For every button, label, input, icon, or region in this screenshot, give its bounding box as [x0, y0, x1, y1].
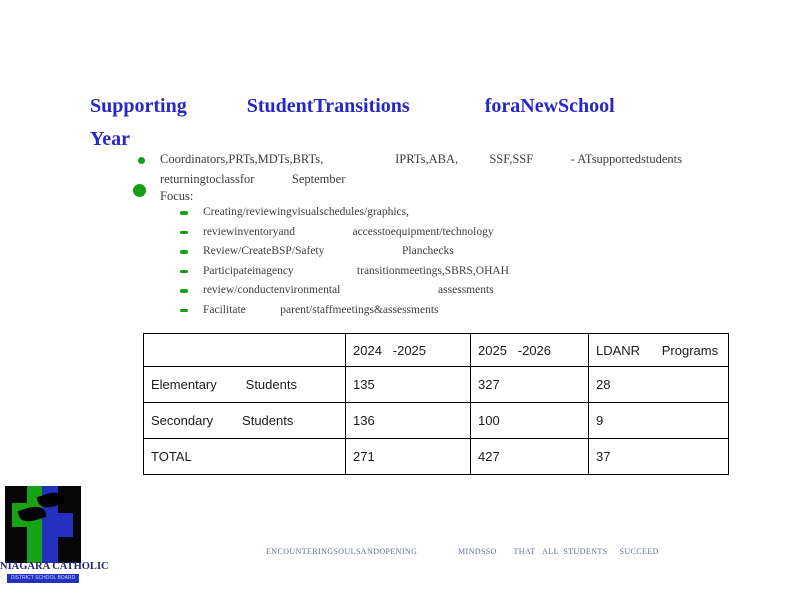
bullet-icon [133, 184, 146, 197]
sub-bullet-item: reviewinventoryand accesstoequipment/tec… [180, 226, 509, 246]
table-cell: 327 [470, 366, 589, 403]
table-cell: 135 [345, 366, 471, 403]
sub-bullet-text: Facilitate parent/staffmeetings&assessme… [203, 303, 439, 316]
sub-bullet-item: Facilitate parent/staffmeetings&assessme… [180, 304, 509, 324]
sub-bullet-text: Participateinagency transitionmeetings,S… [203, 264, 509, 277]
sub-bullet-text: review/conductenvironmental assessments [203, 284, 494, 297]
table-cell: 136 [345, 402, 471, 439]
table-cell: 427 [470, 438, 589, 475]
sub-bullet-item: review/conductenvironmental assessments [180, 284, 509, 304]
sub-bullet-item: Review/CreateBSP/Safety Planchecks [180, 245, 509, 265]
cross-blue-arm [58, 513, 73, 537]
dash-icon [180, 308, 188, 313]
footer-motto: ENCOUNTERINGSOULSANDOPENING MINDSSO THAT… [266, 547, 659, 556]
table-cell: 271 [345, 438, 471, 475]
bullet-icon [138, 157, 145, 164]
sub-bullet-text: Creating/reviewingvisualschedules/graphi… [203, 206, 409, 218]
dash-icon [180, 250, 188, 254]
table-cell: 9 [588, 402, 729, 439]
table-row: Secondary Students 136 100 9 [143, 402, 729, 439]
dash-icon [180, 211, 188, 215]
bullet-item-coordinators: Coordinators,PRTs,MDTs,BRTs, IPRTs,ABA, … [160, 152, 682, 186]
table-header-cell: 2025 -2026 [470, 333, 589, 367]
table-header-cell: 2024 -2025 [345, 333, 471, 367]
dash-icon [180, 289, 188, 293]
data-table: 2024 -2025 2025 -2026 LDANR Programs Ele… [143, 333, 729, 475]
sub-bullet-list: Creating/reviewingvisualschedules/graphi… [180, 206, 509, 324]
table-header-cell: LDANR Programs [588, 333, 729, 367]
sub-bullet-item: Creating/reviewingvisualschedules/graphi… [180, 206, 509, 226]
cross-icon [5, 486, 81, 563]
logo-board-text: DISTRICT SCHOOL BOARD [7, 574, 79, 583]
sub-bullet-text: reviewinventoryand accesstoequipment/tec… [203, 225, 494, 238]
table-cell: Secondary Students [143, 402, 346, 439]
table-cell: 100 [470, 402, 589, 439]
table-cell: 37 [588, 438, 729, 475]
sub-bullet-item: Participateinagency transitionmeetings,S… [180, 265, 509, 285]
dash-icon [180, 269, 188, 274]
school-board-logo: NIAGARA CATHOLIC DISTRICT SCHOOL BOARD [0, 486, 109, 586]
slide-title: Supporting StudentTransitions foraNewSch… [90, 95, 615, 150]
table-header-cell [143, 333, 346, 367]
table-cell: Elementary Students [143, 366, 346, 403]
dash-icon [180, 230, 188, 235]
table-row: Elementary Students 135 327 28 [143, 366, 729, 403]
table-header-row: 2024 -2025 2025 -2026 LDANR Programs [143, 333, 729, 367]
table-row: TOTAL 271 427 37 [143, 438, 729, 475]
sub-bullet-text: Review/CreateBSP/Safety Planchecks [203, 245, 454, 258]
table-cell: 28 [588, 366, 729, 403]
cross-green-bar [27, 486, 42, 563]
table-cell: TOTAL [143, 438, 346, 475]
bullet-item-focus: Focus: [160, 189, 194, 203]
logo-name-text: NIAGARA CATHOLIC [0, 561, 109, 572]
